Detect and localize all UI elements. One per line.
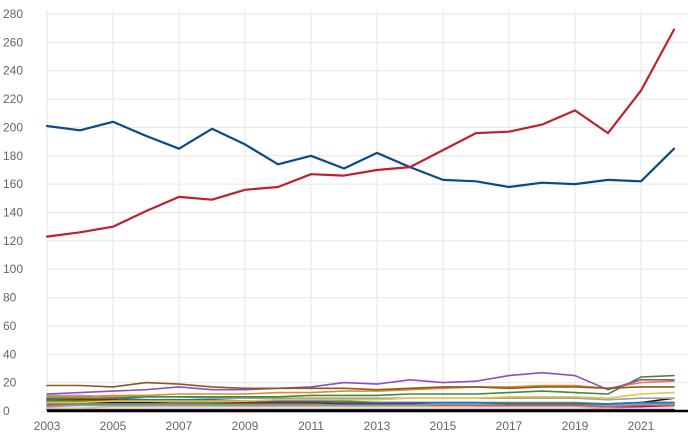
series-line [46,380,675,398]
y-tick-label: 60 [3,319,17,333]
x-tick-label: 2021 [628,419,655,433]
y-tick-label: 0 [3,404,10,418]
grid-layer [46,10,688,412]
x-tick-label: 2013 [364,419,391,433]
series-line [46,371,675,395]
y-tick-label: 180 [3,149,23,163]
series-line [45,28,676,238]
y-tick-label: 160 [3,177,23,191]
y-tick-label: 120 [3,234,23,248]
series-line [46,405,675,410]
x-tick-label: 2011 [298,419,324,433]
y-tick-label: 200 [3,120,23,134]
x-tick-label: 2015 [430,419,457,433]
series-line [46,374,675,400]
x-tick-label: 2017 [496,419,523,433]
y-tick-label: 100 [3,262,23,276]
y-tick-label: 80 [3,291,17,305]
series-layer [45,28,676,411]
y-tick-label: 20 [3,376,17,390]
x-axis-ticks: 2003 2005 2007 2009 2011 2013 2015 2017 2019 2021 [34,419,655,433]
y-axis-ticks: 0 20 40 60 80 100 120 140 160 180 200 220 240 260 280 [3,7,23,418]
y-tick-label: 220 [3,92,23,106]
series-line [46,397,675,405]
y-tick-label: 280 [3,7,23,21]
series-line [45,120,676,189]
y-tick-label: 240 [3,64,23,78]
series-line [46,381,675,391]
series-line [46,391,675,404]
x-tick-label: 2009 [232,419,259,433]
x-tick-label: 2019 [562,419,589,433]
y-tick-label: 140 [3,206,23,220]
y-tick-label: 40 [3,347,17,361]
x-tick-label: 2003 [34,419,61,433]
x-tick-label: 2005 [100,419,127,433]
x-tick-label: 2007 [166,419,193,433]
y-tick-label: 260 [3,35,23,49]
